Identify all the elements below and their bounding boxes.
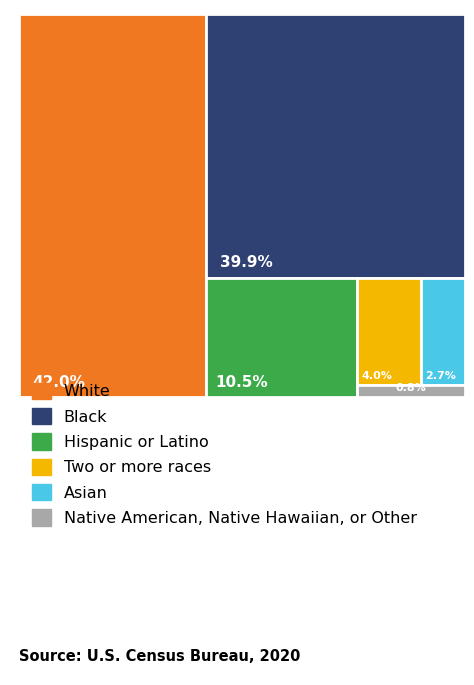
FancyBboxPatch shape xyxy=(357,278,421,384)
Text: Source: U.S. Census Bureau, 2020: Source: U.S. Census Bureau, 2020 xyxy=(19,649,301,664)
FancyBboxPatch shape xyxy=(206,14,465,278)
Text: 4.0%: 4.0% xyxy=(361,371,392,381)
FancyBboxPatch shape xyxy=(357,384,465,397)
Legend: White, Black, Hispanic or Latino, Two or more races, Asian, Native American, Nat: White, Black, Hispanic or Latino, Two or… xyxy=(27,378,421,531)
FancyBboxPatch shape xyxy=(19,14,206,397)
Text: 2.7%: 2.7% xyxy=(426,371,456,381)
Text: 42.0%: 42.0% xyxy=(32,375,85,390)
Text: 10.5%: 10.5% xyxy=(215,375,268,390)
FancyBboxPatch shape xyxy=(421,278,465,384)
FancyBboxPatch shape xyxy=(206,278,357,397)
Text: 39.9%: 39.9% xyxy=(219,256,273,271)
Text: 0.8%: 0.8% xyxy=(395,384,426,393)
